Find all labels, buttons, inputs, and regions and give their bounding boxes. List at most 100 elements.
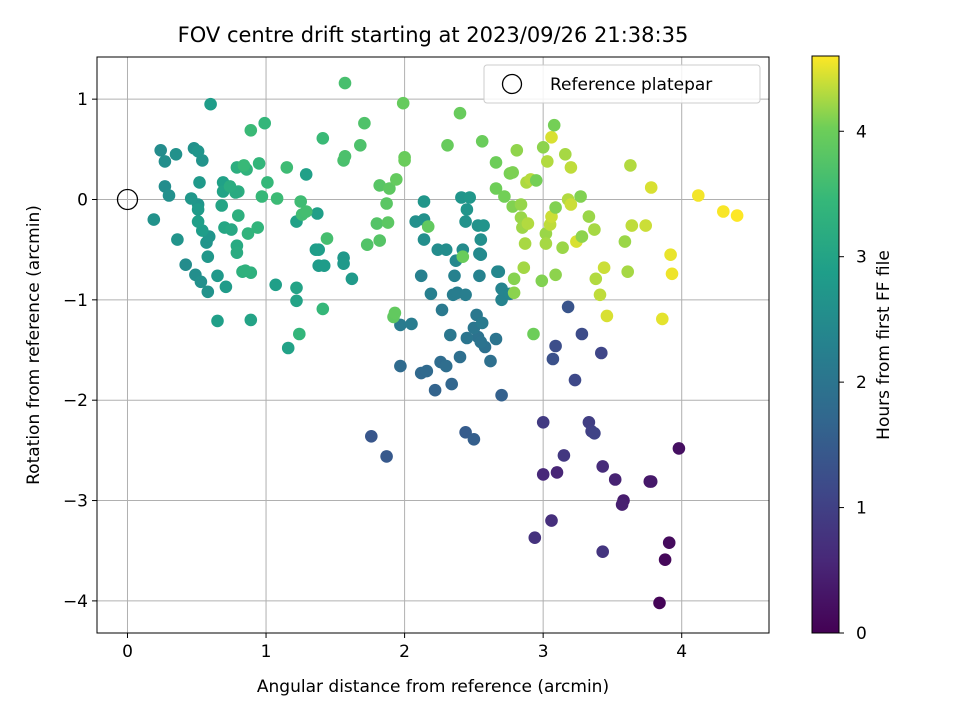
data-point [656,312,669,326]
colorbar-label: Hours from first FF file [874,250,894,440]
data-point [445,377,459,391]
x-tick-label: 1 [261,642,272,662]
data-point [396,96,410,110]
data-point [545,514,558,527]
data-point [316,132,330,145]
data-point [621,265,634,279]
data-point [559,148,572,161]
data-point [473,269,486,283]
data-point [475,135,489,148]
data-point [527,327,540,341]
data-point [420,364,434,378]
data-point [644,181,658,194]
colorbar [811,55,840,634]
data-point [219,280,233,294]
data-point [358,116,371,130]
data-point [467,433,481,446]
data-point [417,195,431,208]
data-point [506,166,519,179]
data-point [280,161,294,174]
data-point [597,261,611,275]
data-point [394,359,407,373]
data-point [147,213,161,226]
data-point [639,219,652,232]
data-point [495,388,508,402]
chart-title: FOV centre drift starting at 2023/09/26 … [178,23,689,47]
data-point [460,331,474,345]
data-point [255,190,269,203]
legend-marker-icon [501,73,523,95]
data-point [237,159,251,172]
data-point [644,475,658,488]
data-point [365,430,378,443]
x-tick-label: 3 [538,642,549,662]
data-point [561,300,575,314]
data-point [528,531,542,544]
data-point [564,161,578,174]
data-point [191,215,205,228]
data-point [541,155,554,168]
data-point [475,316,489,330]
data-point [489,332,503,346]
data-point [338,150,352,163]
data-point [459,288,472,302]
legend-label: Reference platepar [550,75,712,95]
data-point [448,269,461,283]
data-points [147,76,744,610]
data-point [211,314,224,328]
data-point [441,139,454,152]
data-point [474,335,488,349]
data-point [547,118,561,132]
data-point [664,248,677,261]
colorbar-tick-label: 1 [856,499,867,519]
x-tick-label: 2 [399,642,410,662]
data-point [608,473,622,486]
colorbar-tick-label: 2 [856,373,867,393]
data-point [593,288,607,302]
data-point [380,197,393,210]
data-point [258,116,272,130]
data-point [624,159,637,172]
data-point [596,545,609,558]
colorbar-tick-label: 3 [856,248,867,268]
data-point [456,250,470,263]
data-point [312,243,326,256]
data-point [405,317,418,331]
data-point [596,460,609,473]
data-point [477,219,490,232]
colorbar-tick-label: 4 [856,122,867,142]
data-point [557,449,571,462]
data-point [730,209,744,222]
data-point [564,198,578,211]
data-point [316,302,330,316]
x-axis-label: Angular distance from reference (arcmin) [257,677,609,697]
data-point [360,238,374,251]
y-tick-label: −2 [63,391,88,411]
data-point [625,219,639,232]
data-point [414,269,428,283]
data-point [435,303,449,317]
data-point [662,536,676,549]
data-point [521,217,535,230]
data-point [428,383,442,397]
data-point [239,264,252,278]
data-point [549,201,562,214]
data-point [299,205,313,218]
legend-box [483,64,761,104]
data-point [311,207,324,220]
data-point [244,313,258,327]
data-point [539,237,553,250]
reference-point [116,188,139,211]
data-point [424,287,438,301]
data-point [582,210,596,223]
data-point [290,281,303,295]
data-point [230,246,244,259]
data-point [600,309,614,323]
x-tick-label: 0 [122,642,133,662]
data-point [383,182,396,195]
data-point [317,259,331,273]
data-point [201,285,215,299]
data-point [439,243,453,256]
y-axis-label: Rotation from reference (arcmin) [24,205,44,485]
